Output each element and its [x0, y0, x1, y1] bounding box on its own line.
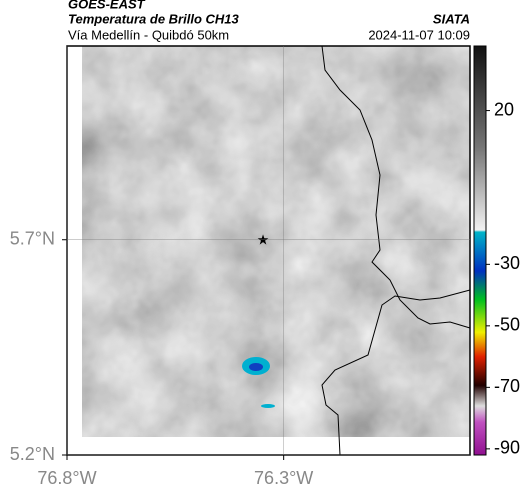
- cold-cloud: [261, 404, 275, 408]
- colorbar-tick-label: 20: [494, 99, 514, 119]
- colorbar-tick-label: -70: [494, 376, 520, 396]
- source: SIATA: [433, 11, 470, 26]
- border: [321, 45, 471, 329]
- border: [321, 289, 471, 456]
- cloud-texture: [82, 46, 470, 437]
- cold-core: [249, 363, 263, 371]
- title: GOES-EAST: [68, 0, 146, 11]
- lat-tick-label: 5.7°N: [10, 228, 55, 248]
- lat-tick-label: 5.2°N: [10, 444, 55, 464]
- timestamp: 2024-11-07 10:09: [368, 27, 470, 42]
- colorbar-tick-label: -90: [494, 438, 520, 458]
- lon-tick-label: 76.8°W: [37, 468, 96, 488]
- lon-tick-label: 76.3°W: [254, 468, 313, 488]
- colorbar-tick-label: -50: [494, 315, 520, 335]
- region: Vía Medellín - Quibdó 50km: [68, 27, 229, 42]
- subtitle: Temperatura de Brillo CH13: [68, 11, 240, 26]
- colorbar-tick-label: -30: [494, 253, 520, 273]
- colorbar: [473, 45, 487, 456]
